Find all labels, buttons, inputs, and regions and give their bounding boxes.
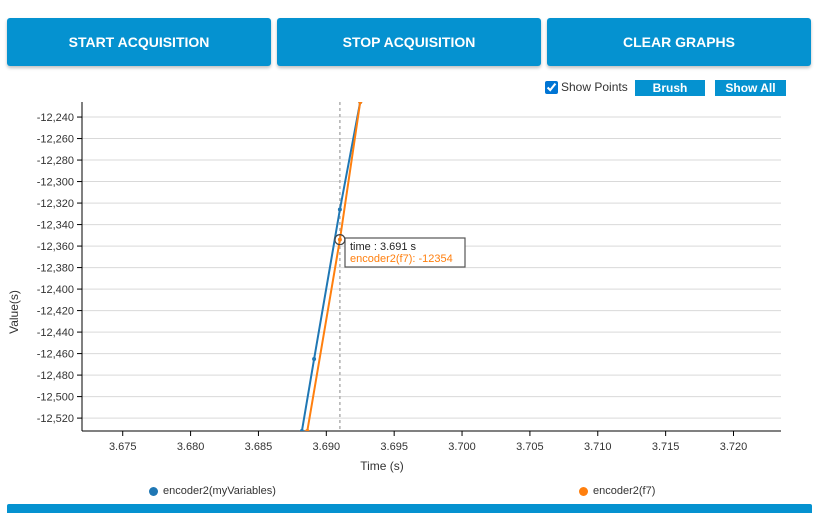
y-tick-label: -12,360	[37, 241, 74, 253]
y-tick-label: -12,500	[37, 392, 74, 404]
hover-tooltip: time : 3.691 s encoder2(f7): -12354	[344, 237, 466, 268]
y-tick-label: -12,400	[37, 284, 74, 296]
x-tick-label: 3.700	[448, 441, 476, 453]
y-tick-label: -12,380	[37, 263, 74, 275]
bottom-panel-bar	[7, 504, 812, 513]
x-tick-label: 3.675	[109, 441, 137, 453]
y-tick-label: -12,440	[37, 327, 74, 339]
y-tick-label: -12,420	[37, 306, 74, 318]
data-point	[337, 207, 342, 212]
y-tick-label: -12,320	[37, 198, 74, 210]
data-point	[299, 429, 304, 431]
y-tick-label: -12,480	[37, 370, 74, 382]
x-axis-label: Time (s)	[360, 459, 404, 473]
stop-acquisition-button[interactable]: STOP ACQUISITION	[277, 18, 541, 66]
y-axis-ticks: -12,240 -12,260 -12,280 -12,300 -12,320 -12,3…	[37, 112, 82, 425]
show-points-label: Show Points	[561, 80, 628, 94]
y-tick-label: -12,520	[37, 413, 74, 425]
y-tick-label: -12,460	[37, 349, 74, 361]
legend-dot-icon	[579, 486, 588, 496]
time-series-chart[interactable]: -12,240 -12,260 -12,280 -12,300 -12,320 -12,3…	[0, 96, 825, 476]
start-acquisition-button[interactable]: START ACQUISITION	[7, 18, 271, 66]
hover-marker	[334, 234, 346, 246]
legend-label: encoder2(f7)	[593, 485, 656, 497]
y-tick-label: -12,260	[37, 134, 74, 146]
x-tick-label: 3.705	[516, 441, 544, 453]
show-points-checkbox[interactable]	[545, 80, 558, 94]
x-tick-label: 3.690	[313, 441, 341, 453]
series-lines	[299, 102, 363, 431]
legend-dot-icon	[149, 486, 158, 496]
x-tick-label: 3.685	[245, 441, 273, 453]
data-point	[305, 429, 310, 431]
show-all-button[interactable]: Show All	[715, 80, 786, 96]
x-tick-label: 3.715	[652, 441, 680, 453]
tooltip-value: encoder2(f7): -12354	[350, 253, 453, 265]
legend-item-myvariables[interactable]: encoder2(myVariables)	[149, 485, 276, 497]
data-point	[358, 102, 363, 104]
y-tick-label: -12,240	[37, 112, 74, 124]
data-point	[312, 356, 317, 361]
brush-button[interactable]: Brush	[635, 80, 705, 96]
y-tick-label: -12,340	[37, 220, 74, 232]
y-tick-label: -12,280	[37, 155, 74, 167]
x-tick-label: 3.710	[584, 441, 612, 453]
show-points-toggle[interactable]: Show Points	[545, 80, 628, 94]
tooltip-time: time : 3.691 s	[350, 241, 417, 253]
x-tick-label: 3.720	[720, 441, 748, 453]
data-point	[337, 237, 342, 242]
x-tick-label: 3.695	[380, 441, 408, 453]
tooltip-box	[344, 237, 466, 268]
legend-item-f7[interactable]: encoder2(f7)	[579, 485, 655, 497]
x-axis-ticks: 3.675 3.680 3.685 3.690 3.695 3.700 3.705 3.710…	[109, 431, 747, 453]
clear-graphs-button[interactable]: CLEAR GRAPHS	[547, 18, 811, 66]
x-tick-label: 3.680	[177, 441, 205, 453]
series-line-0	[300, 102, 362, 431]
y-axis-label: Value(s)	[7, 290, 21, 334]
y-tick-label: -12,300	[37, 177, 74, 189]
legend-label: encoder2(myVariables)	[163, 485, 276, 497]
